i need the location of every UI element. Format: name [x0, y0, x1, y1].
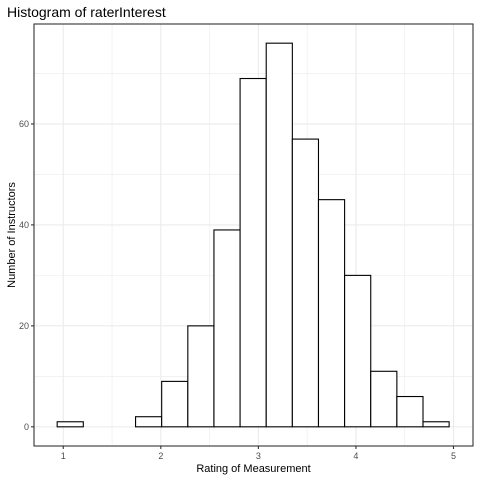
x-tick-label: 4 [353, 451, 358, 461]
panel-border [33, 23, 474, 447]
histogram-bars [56, 42, 450, 428]
histogram-bar [187, 325, 215, 428]
y-tick-label: 40 [19, 220, 29, 230]
chart-title: Histogram of raterInterest [7, 4, 166, 20]
y-tick-label: 0 [24, 422, 29, 432]
x-axis-title: Rating of Measurement [196, 463, 310, 475]
histogram-bar [344, 274, 372, 428]
histogram-bar [265, 42, 293, 428]
x-tick-label: 3 [256, 451, 261, 461]
histogram-bar [396, 395, 424, 428]
axis-ticks: 1 2 3 4 5 0 20 40 60 [19, 119, 456, 461]
histogram-bar [317, 199, 346, 428]
histogram-bar [422, 421, 450, 428]
histogram-bar [56, 421, 84, 428]
y-axis-title: Number of Instructors [6, 182, 18, 288]
histogram-bar [370, 370, 398, 428]
x-tick-label: 2 [158, 451, 163, 461]
histogram-bar [213, 229, 241, 428]
histogram-bar [291, 138, 320, 428]
y-tick-label: 20 [19, 321, 29, 331]
histogram-bar [161, 380, 189, 428]
y-tick-label: 60 [19, 119, 29, 129]
x-tick-label: 5 [451, 451, 456, 461]
histogram-bar [239, 77, 267, 428]
x-tick-label: 1 [61, 451, 66, 461]
histogram-bar [135, 416, 163, 428]
